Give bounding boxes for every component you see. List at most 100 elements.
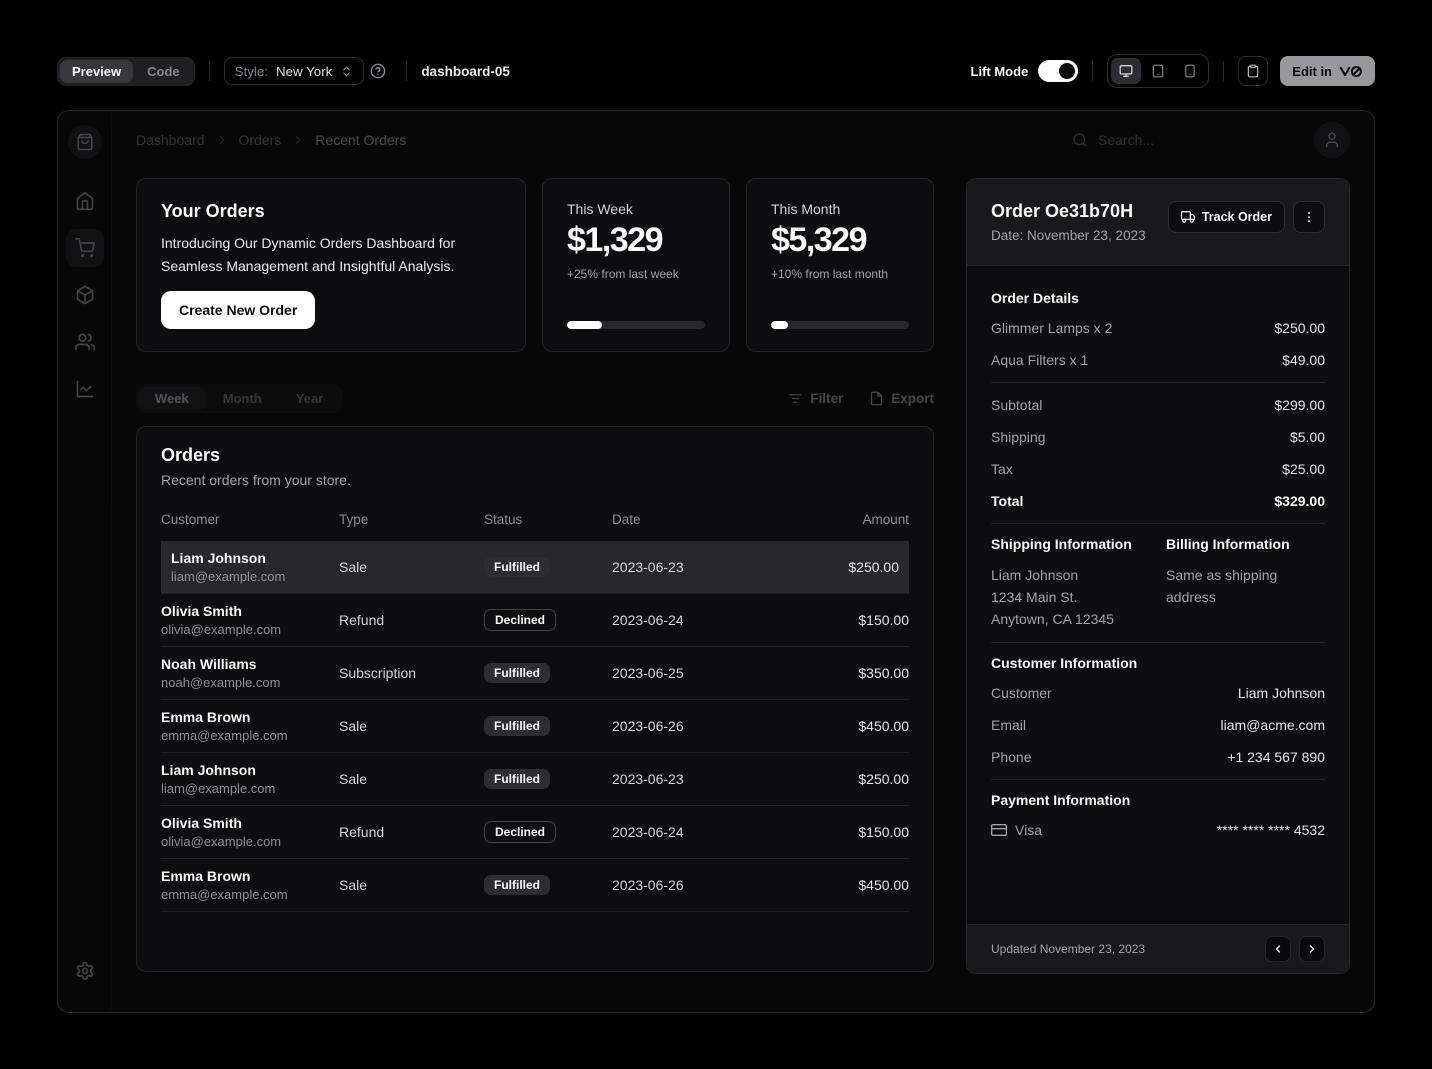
status-badge: Fulfilled [484, 557, 550, 577]
table-row[interactable]: Olivia Smith olivia@example.com Refund De… [161, 594, 909, 647]
order-line-item: Aqua Filters x 1 $49.00 [991, 352, 1325, 368]
shopping-bag-icon[interactable] [67, 125, 102, 159]
prev-order-button[interactable] [1265, 936, 1291, 962]
breadcrumb-item-orders[interactable]: Orders [238, 132, 282, 148]
divider [991, 642, 1325, 643]
lift-mode-toggle[interactable] [1038, 60, 1079, 82]
search-box [1072, 132, 1298, 148]
chevron-left-icon [1272, 943, 1284, 955]
billing-info-heading: Billing Information [1166, 536, 1290, 552]
device-size-group [1107, 54, 1210, 88]
desktop-icon[interactable] [1111, 58, 1142, 84]
column-header-customer: Customer [161, 512, 220, 527]
stat-label: This Month [771, 201, 841, 217]
style-select[interactable]: Style: New York [223, 57, 365, 85]
chevron-right-icon [1306, 943, 1318, 955]
order-details-heading: Order Details [991, 290, 1079, 306]
order-title: Order Oe31b70H [991, 201, 1134, 221]
status-badge: Declined [484, 821, 557, 843]
column-header-date: Date [612, 512, 641, 527]
track-order-button[interactable]: Track Order [1167, 201, 1285, 233]
smartphone-icon[interactable] [1175, 58, 1205, 84]
sidebar-item-settings[interactable] [66, 952, 104, 990]
status-badge: Declined [484, 609, 557, 631]
tab-week[interactable]: Week [139, 386, 205, 410]
preview-toolbar: Preview Code Style: New York dashboard-0… [57, 54, 1375, 88]
clipboard-icon[interactable] [1238, 56, 1269, 86]
sidebar-item-products[interactable] [66, 276, 104, 314]
customer-info-heading: Customer Information [991, 655, 1138, 671]
table-row[interactable]: Liam Johnson liam@example.com Sale Fulfil… [161, 541, 909, 594]
table-row[interactable]: Liam Johnson liam@example.com Sale Fulfil… [161, 753, 909, 806]
more-options-button[interactable] [1293, 201, 1325, 233]
breadcrumb-item-dashboard[interactable]: Dashboard [136, 132, 205, 148]
lift-mode-label: Lift Mode [970, 63, 1029, 79]
package-icon [75, 285, 95, 305]
divider [1092, 61, 1094, 81]
tab-year[interactable]: Year [280, 387, 339, 410]
sidebar-item-orders[interactable] [65, 229, 104, 267]
orders-title: Orders [161, 445, 221, 465]
table-header-row: Customer Type Status Date Amount [161, 504, 909, 541]
preview-code-tabs: Preview Code [57, 56, 195, 86]
filter-button[interactable]: Filter [788, 391, 843, 406]
ellipsis-vertical-icon [1302, 210, 1316, 224]
billing-info: Billing Information Same as shipping add… [1166, 536, 1325, 630]
payment-row: Visa **** **** **** 4532 [991, 820, 1325, 840]
list-filter-icon [788, 391, 803, 406]
project-title: dashboard-05 [421, 63, 510, 79]
divider [208, 61, 210, 81]
file-icon [869, 391, 884, 406]
settings-icon [75, 961, 95, 981]
create-new-order-button[interactable]: Create New Order [161, 291, 316, 330]
tab-code[interactable]: Code [135, 60, 192, 83]
shipping-info: Shipping Information Liam Johnson 1234 M… [991, 536, 1150, 630]
stat-delta: +25% from last week [567, 267, 679, 281]
chevron-right-icon [215, 133, 229, 147]
breadcrumb: Dashboard Orders Recent Orders [136, 132, 406, 148]
avatar[interactable] [1314, 122, 1350, 158]
progress-fill [771, 321, 788, 330]
order-detail-card: Order Oe31b70H Date: November 23, 2023 T… [966, 178, 1350, 974]
tablet-icon[interactable] [1143, 58, 1173, 84]
help-icon[interactable] [364, 57, 392, 85]
stat-label: This Week [567, 201, 633, 217]
promo-card: Your Orders Introducing Our Dynamic Orde… [136, 178, 526, 353]
divider [991, 523, 1325, 524]
divider [406, 61, 408, 81]
stat-value: $5,329 [771, 221, 868, 259]
sidebar-item-analytics[interactable] [66, 370, 104, 408]
export-button[interactable]: Export [869, 391, 934, 406]
updated-timestamp: Updated November 23, 2023 [991, 942, 1146, 956]
order-line-item: Glimmer Lamps x 2 $250.00 [991, 320, 1325, 336]
tab-preview[interactable]: Preview [60, 59, 134, 83]
stat-card-week: This Week $1,329 +25% from last week [542, 178, 730, 353]
edit-in-v0-button[interactable]: Edit in [1280, 56, 1375, 86]
sidebar-item-home[interactable] [66, 182, 104, 220]
column-header-type: Type [339, 512, 369, 527]
style-value: New York [276, 63, 333, 79]
period-tabs: Week Month Year [136, 383, 343, 413]
customer-row: Email liam@acme.com [991, 717, 1325, 733]
v0-logo-icon [1339, 65, 1363, 78]
column-header-amount: Amount [862, 512, 909, 527]
next-order-button[interactable] [1299, 936, 1325, 962]
shipping-info-heading: Shipping Information [991, 536, 1132, 552]
month-progress-bar [771, 321, 909, 330]
orders-table: Customer Type Status Date Amount Liam Jo… [161, 504, 909, 912]
summary-row-shipping: Shipping $5.00 [991, 429, 1325, 445]
table-row[interactable]: Noah Williams noah@example.com Subscripti… [161, 647, 909, 700]
line-chart-icon [75, 379, 95, 399]
orders-subtitle: Recent orders from your store. [161, 472, 351, 488]
stat-value: $1,329 [567, 221, 664, 259]
table-row[interactable]: Emma Brown emma@example.com Sale Fulfille… [161, 859, 909, 912]
table-row[interactable]: Emma Brown emma@example.com Sale Fulfille… [161, 700, 909, 753]
tab-month[interactable]: Month [207, 387, 278, 410]
shopping-cart-icon [74, 238, 95, 258]
main-area: Dashboard Orders Recent Orders [112, 111, 1374, 1012]
search-icon [1072, 132, 1088, 148]
search-input[interactable] [1098, 132, 1298, 148]
status-badge: Fulfilled [484, 663, 550, 683]
sidebar-item-customers[interactable] [66, 323, 104, 361]
table-row[interactable]: Olivia Smith olivia@example.com Refund De… [161, 806, 909, 859]
